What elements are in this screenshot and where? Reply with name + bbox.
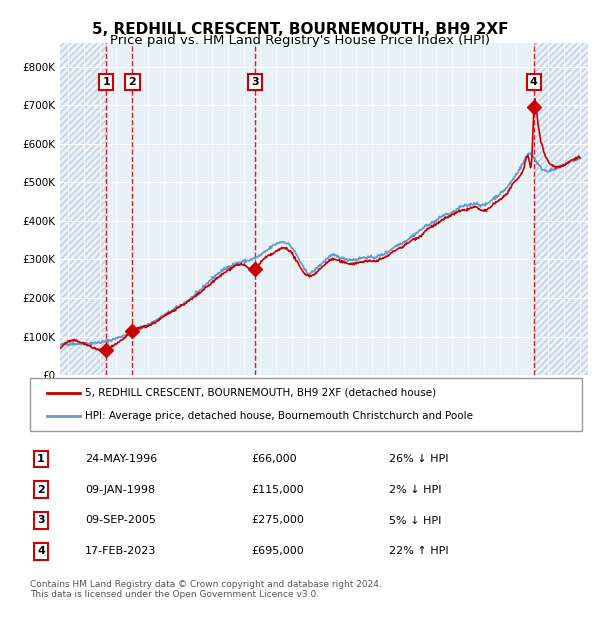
Text: HPI: Average price, detached house, Bournemouth Christchurch and Poole: HPI: Average price, detached house, Bour… bbox=[85, 411, 473, 421]
Text: 2: 2 bbox=[37, 485, 45, 495]
Text: 24-MAY-1996: 24-MAY-1996 bbox=[85, 454, 157, 464]
Text: 5% ↓ HPI: 5% ↓ HPI bbox=[389, 515, 441, 526]
Text: £275,000: £275,000 bbox=[251, 515, 304, 526]
Text: 5, REDHILL CRESCENT, BOURNEMOUTH, BH9 2XF: 5, REDHILL CRESCENT, BOURNEMOUTH, BH9 2X… bbox=[92, 22, 508, 37]
Text: Price paid vs. HM Land Registry's House Price Index (HPI): Price paid vs. HM Land Registry's House … bbox=[110, 34, 490, 47]
FancyBboxPatch shape bbox=[30, 378, 582, 431]
Text: 2% ↓ HPI: 2% ↓ HPI bbox=[389, 485, 442, 495]
Text: 09-SEP-2005: 09-SEP-2005 bbox=[85, 515, 156, 526]
Text: 17-FEB-2023: 17-FEB-2023 bbox=[85, 546, 157, 556]
Text: 22% ↑ HPI: 22% ↑ HPI bbox=[389, 546, 448, 556]
Text: 1: 1 bbox=[103, 77, 110, 87]
Text: 4: 4 bbox=[37, 546, 45, 556]
Text: 5, REDHILL CRESCENT, BOURNEMOUTH, BH9 2XF (detached house): 5, REDHILL CRESCENT, BOURNEMOUTH, BH9 2X… bbox=[85, 388, 436, 398]
Text: 09-JAN-1998: 09-JAN-1998 bbox=[85, 485, 155, 495]
Text: Contains HM Land Registry data © Crown copyright and database right 2024.
This d: Contains HM Land Registry data © Crown c… bbox=[30, 580, 382, 599]
Text: 4: 4 bbox=[530, 77, 538, 87]
Text: 3: 3 bbox=[37, 515, 45, 526]
Bar bbox=[60, 43, 106, 375]
Text: £66,000: £66,000 bbox=[251, 454, 296, 464]
Text: £115,000: £115,000 bbox=[251, 485, 304, 495]
Bar bbox=[534, 43, 588, 375]
Text: £695,000: £695,000 bbox=[251, 546, 304, 556]
Text: 2: 2 bbox=[128, 77, 136, 87]
Text: 3: 3 bbox=[251, 77, 259, 87]
Text: 26% ↓ HPI: 26% ↓ HPI bbox=[389, 454, 448, 464]
Text: 1: 1 bbox=[37, 454, 45, 464]
